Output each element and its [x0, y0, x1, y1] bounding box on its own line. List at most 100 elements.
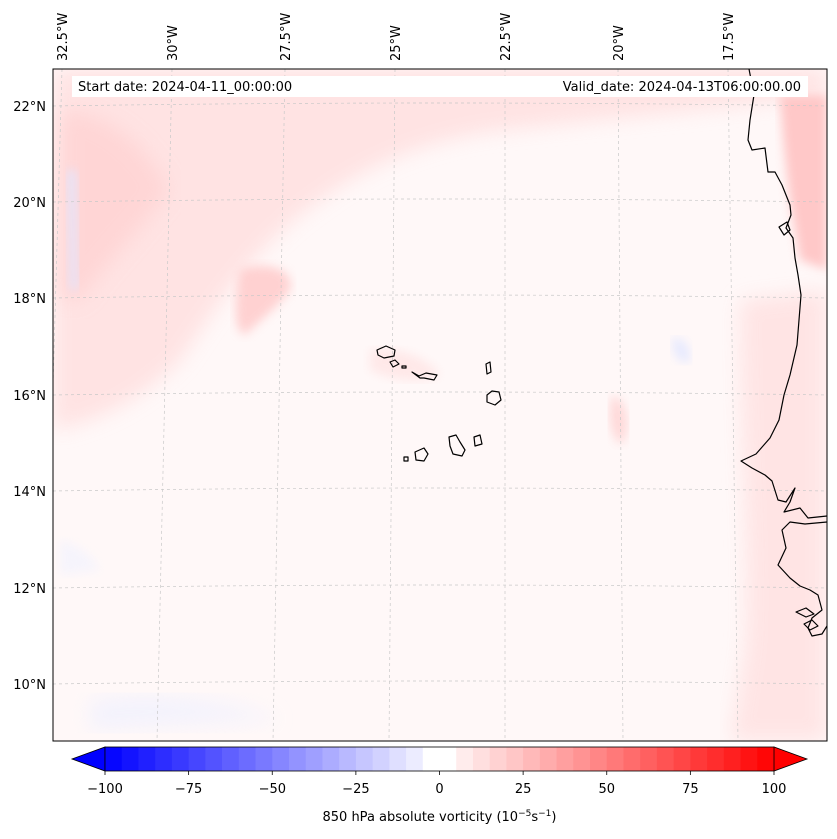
colorbar-cell [573, 747, 591, 771]
colorbar-tick-label: −100 [87, 782, 123, 797]
banc-d-arguin-islet [778, 221, 791, 236]
meridian-27-5w [272, 69, 286, 741]
parallel-12n [53, 584, 827, 589]
lon-label-27-5w: 27.5°W [279, 13, 294, 61]
parallel-14n [53, 487, 827, 492]
colorbar-cell [656, 747, 675, 771]
meridian-30w [156, 69, 173, 741]
colorbar-cell [339, 747, 357, 771]
date-annotation-box [72, 76, 808, 97]
colorbar-title-exponent-2: −1 [538, 809, 551, 819]
lat-label-18n: 18°N [13, 292, 46, 307]
colorbar-cell [406, 747, 424, 771]
colorbar-cell [188, 747, 206, 771]
parallel-10n [53, 680, 827, 685]
colorbar-cell [506, 747, 524, 771]
santa-luzia-island [401, 365, 407, 369]
lon-label-17-5w: 17.5°W [722, 13, 737, 61]
lon-label-30w: 30°W [166, 25, 181, 61]
colorbar-title: 850 hPa absolute vorticity (10−5s−1) [323, 809, 557, 825]
sal-island [485, 361, 492, 375]
colorbar-tick-label: 0 [435, 782, 443, 797]
colorbar-cell [673, 747, 691, 771]
brava-island [403, 456, 409, 462]
colorbar-cell [205, 747, 223, 771]
colorbar-title-unit: s [531, 810, 538, 825]
colorbar-cell [255, 747, 273, 771]
lat-label-14n: 14°N [13, 485, 46, 500]
colorbar-cell [372, 747, 390, 771]
colorbar-cell [238, 747, 256, 771]
colorbar-title-main: 850 hPa absolute vorticity (10 [323, 810, 519, 825]
lat-label-16n: 16°N [13, 389, 46, 404]
colorbar-tick-label: −25 [342, 782, 369, 797]
colorbar-cell [757, 747, 775, 771]
colorbar-cell [740, 747, 758, 771]
colorbar-cell [523, 747, 541, 771]
maio-island [473, 434, 483, 447]
colorbar-cell [272, 747, 290, 771]
colorbar-cell [489, 747, 507, 771]
colorbar-min-extension [70, 746, 106, 772]
lat-label-12n: 12°N [13, 582, 46, 597]
map-frame [52, 68, 828, 742]
colorbar-cell [121, 747, 139, 771]
parallel-18n [53, 294, 827, 299]
colorbar-cell [472, 747, 491, 771]
colorbar-cell [539, 747, 557, 771]
colorbar-cell [690, 747, 708, 771]
sao-nicolau-island [411, 371, 438, 381]
parallel-16n [53, 391, 827, 396]
colorbar-cell [723, 747, 741, 771]
colorbar: −100 −75 −50 −25 0 25 50 75 100 850 hPa … [70, 746, 809, 825]
lon-label-20w: 20°W [612, 25, 627, 61]
meridian-25w [388, 69, 396, 741]
lat-label-10n: 10°N [13, 678, 46, 693]
colorbar-cell [389, 747, 407, 771]
colorbar-cell [222, 747, 240, 771]
colorbar-cells [105, 747, 775, 771]
colorbar-cell [322, 747, 340, 771]
meridian-17-5w [727, 69, 739, 741]
map-panel [53, 69, 827, 741]
colorbar-cell [155, 747, 173, 771]
colorbar-tick-label: 75 [682, 782, 699, 797]
latitude-labels: 22°N 20°N 18°N 16°N 14°N 12°N 10°N [13, 100, 46, 693]
colorbar-cell [288, 747, 307, 771]
parallel-22n [53, 102, 827, 107]
lon-label-22-5w: 22.5°W [499, 13, 514, 61]
colorbar-tick-label: 100 [762, 782, 787, 797]
lon-label-32-5w: 32.5°W [56, 13, 71, 61]
bissagos-islands [795, 607, 819, 631]
colorbar-tick-label: 50 [599, 782, 616, 797]
boa-vista-island [486, 390, 502, 406]
colorbar-cell [707, 747, 725, 771]
colorbar-cell [305, 747, 323, 771]
coastlines [376, 69, 827, 637]
colorbar-cell [606, 747, 624, 771]
lat-label-22n: 22°N [13, 100, 46, 115]
start-date-label: Start date: 2024-04-11_00:00:00 [78, 80, 292, 95]
fogo-island [414, 447, 429, 462]
parallel-20n [53, 198, 827, 203]
colorbar-tick-label: 25 [515, 782, 532, 797]
colorbar-title-close: ) [551, 810, 556, 825]
graticule [53, 69, 827, 741]
colorbar-tick-labels: −100 −75 −50 −25 0 25 50 75 100 [87, 782, 786, 797]
colorbar-cell [439, 747, 457, 771]
colorbar-cell [422, 747, 440, 771]
colorbar-cell [138, 747, 156, 771]
colorbar-cell [171, 747, 190, 771]
santiago-island [448, 434, 466, 457]
colorbar-cell [456, 747, 474, 771]
colorbar-ticks [104, 771, 775, 775]
lat-label-20n: 20°N [13, 196, 46, 211]
sao-vicente-island [389, 359, 400, 368]
colorbar-tick-label: −75 [175, 782, 202, 797]
colorbar-title-exponent-1: −5 [518, 809, 531, 819]
colorbar-tick-label: −50 [259, 782, 286, 797]
colorbar-cell [590, 747, 608, 771]
colorbar-max-extension [773, 746, 809, 772]
valid-date-label: Valid_date: 2024-04-13T06:00:00.00 [563, 80, 801, 95]
